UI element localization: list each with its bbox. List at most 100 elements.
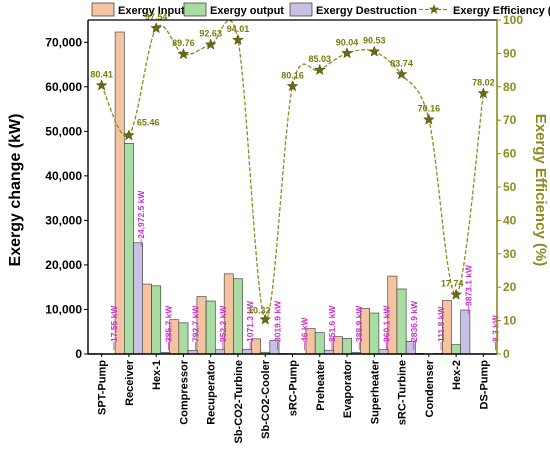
legend-label-efficiency: Exergy Efficiency (%) <box>453 5 550 17</box>
efficiency-label-superheater: 90.53 <box>363 36 386 46</box>
efficiency-label-receiver: 65.46 <box>137 117 160 127</box>
efficiency-point-src-pump <box>286 80 299 92</box>
y-tick-label-left: 50,000 <box>45 124 82 138</box>
axes-layer: 0 10,000 20,000 30,000 40,000 50,000 60,000 70,… <box>45 13 523 444</box>
efficiency-label-ds-pump: 78.02 <box>472 77 495 87</box>
bar-exergy-output-hex-1 <box>151 285 162 355</box>
y-tick-label-left: 20,000 <box>45 258 82 272</box>
efficiency-label-compressor: 89.76 <box>172 38 195 48</box>
x-tick-label-recuperator: Recuperator <box>206 359 218 425</box>
x-tick-label-sb-co2-cooler: Sb-CO2-Cooler <box>260 359 272 439</box>
bars-layer <box>87 31 498 355</box>
legend-label-exergy-input: Exergy Input <box>118 5 185 17</box>
efficiency-point-receiver <box>122 129 135 141</box>
destruction-label-src-turbine: 2836.9 kW <box>409 300 419 342</box>
legend-label-exergy-destruction: Exergy Destruction <box>316 5 417 17</box>
efficiency-point-recuperator <box>204 38 217 50</box>
efficiency-point-evaporator <box>341 47 353 59</box>
y-tick-label-left: 0 <box>75 347 82 361</box>
destruction-label-sb-co2-turbine: 1071.3 kW <box>245 300 255 342</box>
bar-exergy-output-src-turbine <box>396 288 407 355</box>
destruction-label-evaporator: 388.9 kW <box>354 305 364 342</box>
y-tick-label-left: 40,000 <box>45 169 82 183</box>
y-tick-label-left: 70,000 <box>45 35 82 49</box>
x-tick-label-spt-pump: SPT-Pump <box>97 360 109 415</box>
legend-label-exergy-output: Exergy output <box>210 5 284 17</box>
bar-exergy-output-evaporator <box>342 338 352 355</box>
x-tick-label-superheater: Superheater <box>369 359 381 424</box>
efficiency-point-spt-pump <box>95 79 108 91</box>
legend-swatch-exergy-input <box>91 2 115 17</box>
efficiency-label-spt-pump: 80.41 <box>90 69 113 79</box>
x-tick-label-compressor: Compressor <box>178 359 190 425</box>
efficiency-label-condenser: 70.16 <box>418 104 441 114</box>
legend: Exergy Input Exergy output Exergy Destruct… <box>91 2 550 17</box>
efficiency-label-src-turbine: 83.74 <box>390 58 413 68</box>
efficiency-label-recuperator: 92.63 <box>199 29 222 39</box>
efficiency-label-evaporator: 90.04 <box>336 37 359 47</box>
x-tick-label-receiver: Receiver <box>124 359 136 406</box>
destruction-label-recuperator: 952.2 kW <box>218 305 228 342</box>
legend-swatch-exergy-destruction <box>289 2 313 17</box>
legend-star-efficiency <box>428 4 440 14</box>
y-axis-label-left: Exergy change (kW) <box>7 114 24 267</box>
bar-exergy-output-compressor <box>178 322 189 355</box>
y-tick-label-right: 50 <box>503 180 517 194</box>
y-tick-label-left: 10,000 <box>45 302 82 316</box>
y-tick-label-right: 60 <box>503 147 517 161</box>
efficiency-label-hex-1: 97.54 <box>145 12 168 22</box>
x-tick-label-src-pump: sRC-Pump <box>288 360 300 417</box>
y-tick-label-right: 40 <box>503 213 517 227</box>
x-tick-label-preheater: Preheater <box>315 359 327 410</box>
destruction-label-condenser: 111.8 kW <box>436 306 446 342</box>
y-tick-label-left: 60,000 <box>45 80 82 94</box>
x-tick-label-evaporator: Evaporator <box>342 359 354 418</box>
bar-exergy-output-superheater <box>369 312 380 355</box>
x-tick-label-hex-1: Hex-1 <box>151 360 163 390</box>
efficiency-label-sb-co2-turbine: 94.01 <box>227 24 250 34</box>
x-tick-label-src-turbine: sRC-Turbine <box>397 360 409 425</box>
y-axis-label-right: Exergy Efficiency (%) <box>532 114 549 267</box>
bar-exergy-input-hex-1 <box>142 283 152 355</box>
destruction-label-preheater: 851.6 kW <box>327 305 337 342</box>
efficiency-point-sb-co2-cooler <box>259 313 272 325</box>
y-tick-label-right: 10 <box>503 314 517 328</box>
bar-exergy-destruction-hex-2 <box>460 309 471 355</box>
destruction-label-spt-pump: 17.55 kW <box>109 305 119 342</box>
efficiency-label-hex-2: 17.74 <box>441 279 464 289</box>
bar-exergy-output-hex-2 <box>451 344 461 355</box>
y-tick-label-right: 70 <box>503 113 517 127</box>
destruction-annotations: 17.55 kW 24,972.5 kW 385.7 kW 792.7 kW 952.2… <box>109 190 501 350</box>
bar-exergy-output-sb-co2-turbine <box>233 278 243 355</box>
efficiency-point-compressor <box>177 47 190 60</box>
x-tick-label-hex-2: Hex-2 <box>451 360 463 390</box>
destruction-label-src-pump: 46 kW <box>300 316 310 342</box>
legend-swatch-exergy-output <box>183 2 207 17</box>
efficiency-point-hex-1 <box>150 22 163 34</box>
efficiency-point-ds-pump <box>477 87 490 99</box>
bar-exergy-destruction-receiver <box>133 242 143 355</box>
bar-exergy-output-receiver <box>124 143 134 355</box>
x-tick-label-sb-co2-turbine: Sb-CO2-Turbine <box>233 360 245 444</box>
bar-exergy-output-preheater <box>314 332 325 355</box>
efficiency-label-src-pump: 80.16 <box>281 70 304 80</box>
destruction-label-sb-co2-cooler: 3019.9 kW <box>272 300 282 342</box>
y-tick-label-right: 80 <box>503 80 517 94</box>
y-tick-label-right: 90 <box>503 46 517 60</box>
efficiency-point-sb-co2-turbine <box>232 33 244 46</box>
x-tick-label-ds-pump: DS-Pump <box>478 360 490 410</box>
y-tick-label-right: 20 <box>503 280 517 294</box>
efficiency-line <box>101 19 485 321</box>
destruction-label-hex-1: 385.7 kW <box>163 305 173 342</box>
destruction-label-ds-pump: 8.3 kW <box>491 314 501 342</box>
x-tick-label-condenser: Condenser <box>424 359 436 417</box>
efficiency-label-sb-co2-cooler: 10.32 <box>248 306 271 316</box>
y-tick-label-left: 30,000 <box>45 213 82 227</box>
bar-exergy-output-recuperator <box>205 300 216 355</box>
y-tick-label-right: 0 <box>503 347 510 361</box>
efficiency-point-preheater <box>313 63 326 76</box>
destruction-label-superheater: 960.1 kW <box>382 305 392 342</box>
destruction-label-compressor: 792.7 kW <box>191 305 201 342</box>
y-tick-label-right: 30 <box>503 247 517 261</box>
